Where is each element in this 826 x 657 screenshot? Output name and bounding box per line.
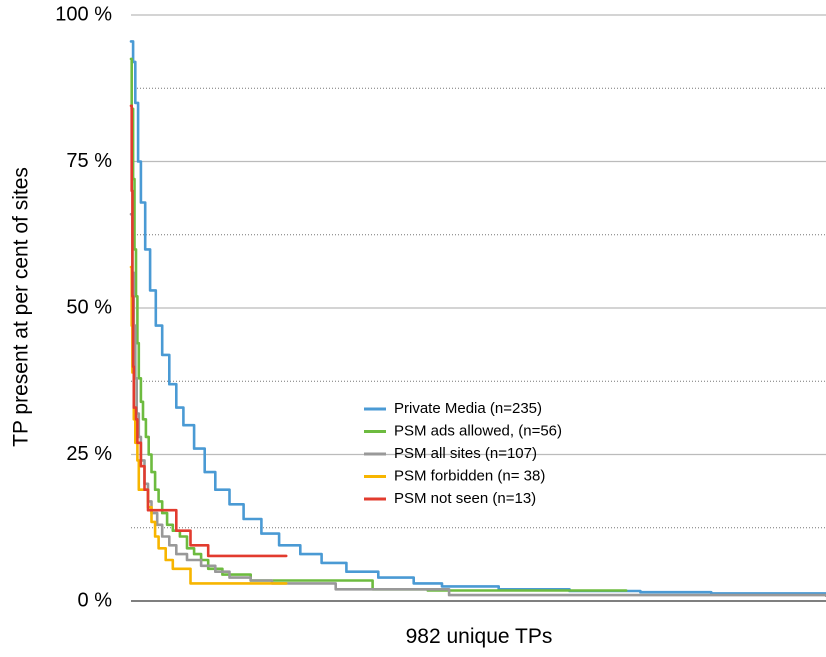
legend-label: PSM forbidden (n= 38) [394,467,545,484]
series-line-4 [129,265,288,585]
y-tick-label: 0 % [78,589,113,611]
legend: Private Media (n=235) PSM ads allowed, (n… [364,400,562,507]
series-line-5 [129,104,288,558]
gridlines [131,14,826,602]
legend-label: PSM all sites (n=107) [394,445,537,462]
x-axis-title: 982 unique TPs [406,625,553,648]
y-tick-label: 75 % [66,150,112,172]
y-tick-label: 50 % [66,296,112,318]
y-axis-ticks: 0 % 25 % 50 % 75 % 100 % [55,3,112,611]
legend-label: PSM ads allowed, (n=56) [394,422,562,439]
y-tick-label: 100 % [55,3,112,25]
legend-label: Private Media (n=235) [394,400,542,417]
y-tick-label: 25 % [66,443,112,465]
series-line-1 [129,40,826,595]
legend-label: PSM not seen (n=13) [394,490,536,507]
y-axis-title: TP present at per cent of sites [10,167,33,447]
series-lines [129,40,826,597]
series-line-2 [129,57,628,592]
